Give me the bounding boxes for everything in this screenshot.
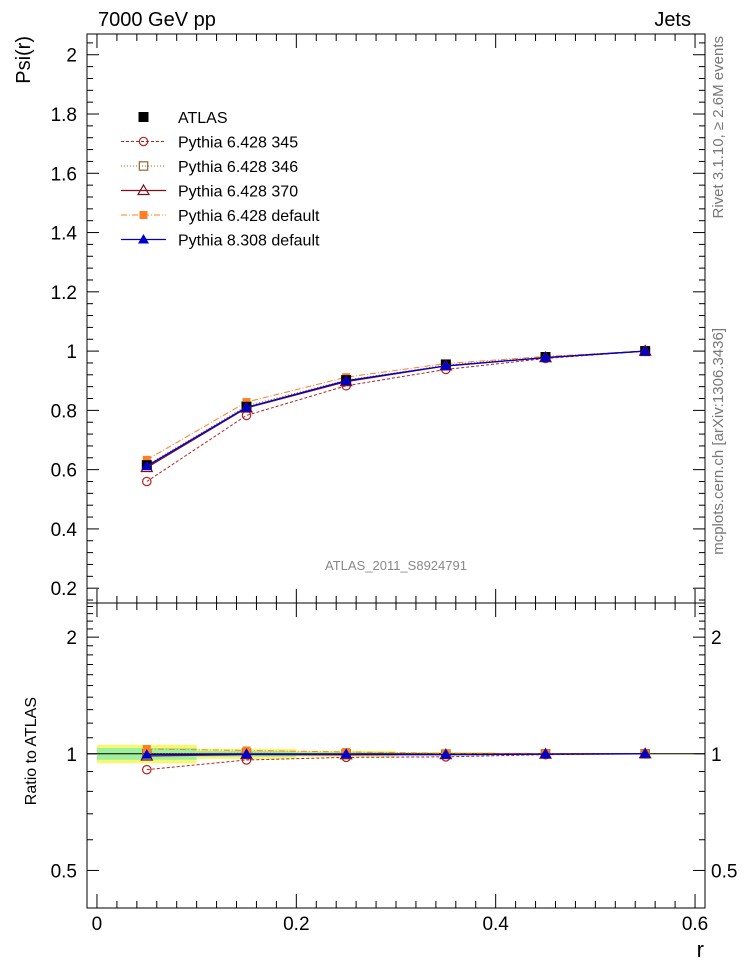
legend-label-atlas: ATLAS (178, 110, 228, 127)
legend: ATLAS Pythia 6.428 345 Pythia 6.428 346 Pyt… (121, 110, 320, 250)
header-left: 7000 GeV pp (98, 9, 216, 31)
y-tick-label: 2 (66, 46, 77, 67)
point-p8308 (440, 360, 452, 370)
rivet-label: Rivet 3.1.10, ≥ 2.6M events (710, 36, 727, 219)
legend-marker-p346 (138, 161, 149, 171)
ratio-point-p8308 (639, 748, 651, 758)
xlabel: r (697, 937, 704, 962)
y-tick-label: 0.8 (51, 401, 77, 422)
header-right: Jets (654, 9, 691, 31)
point-p8308 (240, 401, 252, 412)
x-tick-label: 0.2 (283, 914, 309, 935)
legend-marker-p8308 (138, 234, 149, 244)
series-line-p8308 (146, 350, 646, 467)
point-p345 (142, 476, 152, 487)
ratio-line-p8308 (146, 753, 646, 756)
point-p8308 (540, 352, 552, 362)
y-tick-label: 1.6 (51, 164, 77, 185)
legend-label-p346: Pythia 6.428 346 (178, 159, 298, 176)
legend-marker-p345 (138, 136, 149, 147)
ratio-point-p345 (142, 764, 152, 775)
legend-label-p8308: Pythia 8.308 default (178, 233, 320, 250)
x-tick-label: 0 (92, 914, 103, 935)
ratio-point-p8308 (141, 749, 153, 759)
ratio-y-tick-label: 1 (66, 745, 77, 766)
legend-label-p345: Pythia 6.428 345 (178, 135, 298, 152)
ratio-point-p8308 (240, 748, 252, 759)
y-tick-label: 0.4 (51, 520, 78, 541)
point-p8308 (639, 345, 651, 356)
point-p8308 (141, 460, 153, 471)
point-pdefault (142, 455, 151, 464)
series-line-p345 (146, 350, 646, 482)
ratio-y-tick-label: 2 (66, 628, 77, 649)
ratio-point-p8308 (440, 749, 452, 759)
legend-marker-atlas (138, 112, 149, 122)
legend-marker-p370 (136, 183, 151, 196)
ratio-plot: 0 0.2 0.4 0.6 0.5 0.5 1 1 2 2 (51, 602, 737, 935)
ratio-point-p8308 (340, 748, 352, 759)
ratio-ylabel: Ratio to ATLAS (23, 697, 40, 805)
x-tick-label: 0.4 (482, 914, 509, 935)
main-ylabel: Psi(r) (13, 36, 35, 84)
legend-marker-pdefault (139, 211, 148, 219)
ratio-y-tick-label-right: 0.5 (711, 861, 737, 882)
y-tick-label: 0.6 (51, 461, 77, 482)
series-line-pdefault (146, 350, 646, 461)
x-tick-label: 0.6 (682, 914, 708, 935)
ratio-y-tick-label-right: 2 (711, 628, 722, 649)
ratio-point-pdefault (142, 744, 151, 753)
y-tick-label: 1.8 (51, 105, 77, 126)
analysis-id: ATLAS_2011_S8924791 (325, 558, 467, 573)
ratio-y-tick-label-right: 1 (711, 745, 722, 766)
ratio-point-p8308 (540, 748, 552, 759)
legend-label-p370: Pythia 6.428 370 (178, 184, 298, 201)
y-tick-label: 0.2 (51, 579, 77, 600)
mcplots-label: mcplots.cern.ch [arXiv:1306.3436] (710, 328, 727, 555)
y-tick-label: 1.2 (51, 283, 77, 304)
ratio-y-tick-label: 0.5 (51, 861, 77, 882)
y-tick-label: 1.4 (51, 224, 78, 245)
legend-label-pdefault: Pythia 6.428 default (178, 208, 320, 225)
series-line-p370 (146, 350, 646, 469)
point-p8308 (340, 375, 352, 385)
main-plot: 0.2 0.4 0.6 0.8 1 1.2 1.4 1.6 1.8 2 (51, 33, 706, 604)
y-tick-label: 1 (66, 342, 77, 363)
series-line-p346 (146, 350, 646, 466)
